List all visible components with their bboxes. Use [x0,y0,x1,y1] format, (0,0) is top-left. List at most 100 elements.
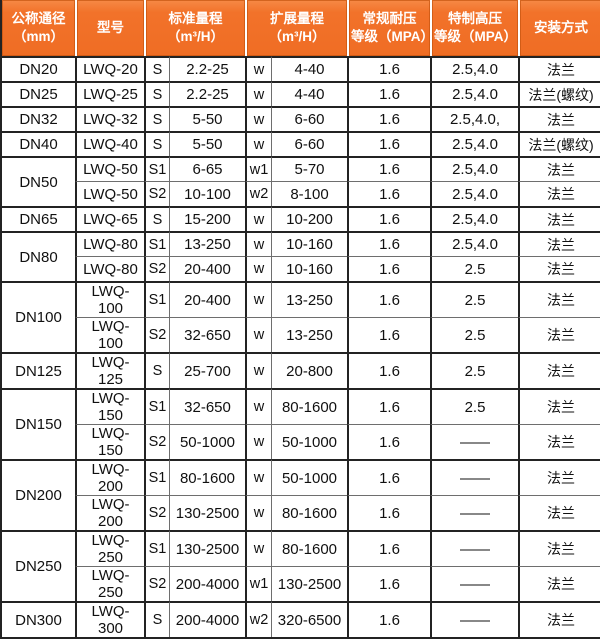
table-row: DN20 LWQ-20 S 2.2-25 w 4-40 1.6 2.5,4.0 … [2,56,600,81]
header-model: 型号 [75,0,144,56]
standard-code-cell: S1 [144,388,169,424]
standard-code-cell: S [144,352,169,388]
extended-range-cell: 4-40 [271,56,347,81]
normal-pressure-cell: 1.6 [347,206,430,231]
standard-code-cell: S [144,81,169,106]
install-cell: 法兰 [518,530,600,566]
standard-range-cell: 25-700 [169,352,245,388]
table-row: DN50 LWQ-50 S1 6-65 w1 5-70 1.6 2.5,4.0 … [2,156,600,206]
extended-code-cell: w1 [245,566,271,601]
normal-pressure-cell: 1.6 [347,231,430,256]
normal-pressure-cell: 1.6 [347,388,430,424]
nominal-diameter-cell: DN25 [2,81,75,106]
nominal-diameter-cell: DN200 [2,459,75,530]
normal-pressure-cell: 1.6 [347,131,430,156]
standard-range-cell: 20-400 [169,256,245,281]
standard-code-cell: S [144,131,169,156]
extended-range-cell: 13-250 [271,281,347,317]
extended-range-cell: 80-1600 [271,388,347,424]
extended-code-cell: w2 [245,181,271,206]
standard-range-cell: 200-4000 [169,566,245,601]
table-header-row: 公称通径 （mm） 型号 标准量程 （m³/H） 扩展量程 （m³/H） 常规耐… [2,0,600,56]
table-row: DN300 LWQ-300 S 200-4000 w2 320-6500 1.6… [2,601,600,637]
extended-range-cell: 320-6500 [271,601,347,637]
model-cell: LWQ-20 [75,56,144,81]
standard-range-cell: 20-400 [169,281,245,317]
install-cell: 法兰 [518,106,600,131]
install-cell: 法兰(螺纹) [518,131,600,156]
standard-code-cell: S1 [144,530,169,566]
normal-pressure-cell: 1.6 [347,352,430,388]
high-pressure-cell: 2.5,4.0 [430,56,518,81]
install-cell: 法兰 [518,495,600,530]
standard-code-cell: S2 [144,256,169,281]
nominal-diameter-cell: DN65 [2,206,75,231]
standard-range-cell: 32-650 [169,317,245,352]
extended-range-cell: 10-160 [271,231,347,256]
high-pressure-cell: 2.5,4.0 [430,81,518,106]
install-cell: 法兰 [518,206,600,231]
table-row: DN125 LWQ-125 S 25-700 w 20-800 1.6 2.5 … [2,352,600,388]
install-cell: 法兰 [518,352,600,388]
nominal-diameter-cell: DN32 [2,106,75,131]
model-cell: LWQ-65 [75,206,144,231]
header-extended-range: 扩展量程 （m³/H） [245,0,347,56]
high-pressure-cell: —— [430,424,518,459]
extended-code-cell: w2 [245,601,271,637]
normal-pressure-cell: 1.6 [347,281,430,317]
model-cell: LWQ-80 [75,256,144,281]
standard-range-cell: 15-200 [169,206,245,231]
model-cell: LWQ-100 [75,281,144,317]
standard-code-cell: S2 [144,317,169,352]
extended-code-cell: w [245,352,271,388]
standard-range-cell: 5-50 [169,106,245,131]
high-pressure-cell: 2.5,4.0 [430,206,518,231]
standard-code-cell: S2 [144,181,169,206]
model-cell: LWQ-80 [75,231,144,256]
install-cell: 法兰 [518,317,600,352]
extended-range-cell: 130-2500 [271,566,347,601]
table-row: LWQ-250 S2 200-4000 w1 130-2500 1.6 —— 法… [2,566,600,601]
extended-range-cell: 6-60 [271,106,347,131]
extended-code-cell: w [245,56,271,81]
high-pressure-cell: —— [430,495,518,530]
standard-range-cell: 2.2-25 [169,81,245,106]
extended-code-cell: w [245,231,271,256]
extended-code-cell: w [245,206,271,231]
normal-pressure-cell: 1.6 [347,256,430,281]
model-cell: LWQ-50 [75,156,144,181]
standard-code-cell: S1 [144,459,169,495]
nominal-diameter-cell: DN50 [2,156,75,206]
standard-range-cell: 32-650 [169,388,245,424]
nominal-diameter-cell: DN20 [2,56,75,81]
standard-code-cell: S [144,106,169,131]
standard-range-cell: 5-50 [169,131,245,156]
normal-pressure-cell: 1.6 [347,181,430,206]
high-pressure-cell: 2.5,4.0 [430,181,518,206]
nominal-diameter-cell: DN150 [2,388,75,459]
model-cell: LWQ-150 [75,424,144,459]
standard-code-cell: S1 [144,156,169,181]
nominal-diameter-cell: DN300 [2,601,75,637]
install-cell: 法兰 [518,156,600,181]
high-pressure-cell: —— [430,601,518,637]
install-cell: 法兰 [518,459,600,495]
table-row: DN200 LWQ-200 S1 80-1600 w 50-1000 1.6 —… [2,459,600,530]
normal-pressure-cell: 1.6 [347,495,430,530]
high-pressure-cell: 2.5 [430,281,518,317]
standard-code-cell: S2 [144,566,169,601]
extended-range-cell: 50-1000 [271,459,347,495]
standard-range-cell: 130-2500 [169,530,245,566]
install-cell: 法兰 [518,56,600,81]
normal-pressure-cell: 1.6 [347,424,430,459]
nominal-diameter-cell: DN40 [2,131,75,156]
extended-range-cell: 50-1000 [271,424,347,459]
table-row: LWQ-80 S2 20-400 w 10-160 1.6 2.5 法兰 [2,256,600,281]
header-normal-pressure: 常规耐压 等级（MPA） [347,0,430,56]
normal-pressure-cell: 1.6 [347,81,430,106]
extended-code-cell: w [245,256,271,281]
table-row: DN65 LWQ-65 S 15-200 w 10-200 1.6 2.5,4.… [2,206,600,231]
standard-code-cell: S [144,56,169,81]
normal-pressure-cell: 1.6 [347,156,430,181]
